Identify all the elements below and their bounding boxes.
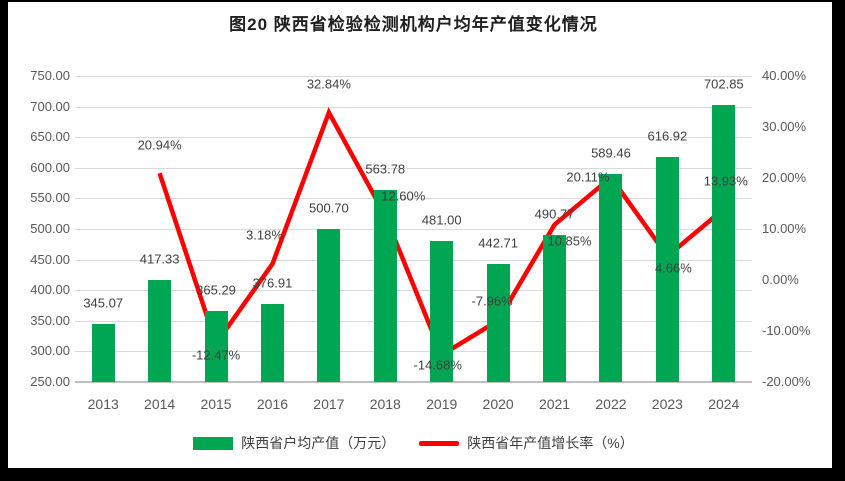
bar-value-label: 345.07 (83, 295, 124, 311)
x-axis-year-label: 2014 (144, 396, 176, 412)
x-axis-line (75, 381, 752, 383)
x-axis-year-label: 2021 (538, 396, 571, 412)
growth-rate-line (157, 107, 726, 359)
bar-value-label: 589.46 (591, 145, 631, 161)
bar-value-label: 490.77 (534, 206, 575, 222)
legend-line-swatch-icon (419, 440, 460, 446)
left-axis-tick: 350.00 (30, 312, 70, 328)
bar-value-label: 442.71 (478, 235, 519, 251)
x-axis-year-label: 2019 (426, 396, 458, 412)
x-axis-year-label: 2023 (651, 396, 683, 412)
right-axis-tick: 30.00% (762, 119, 807, 134)
bar-value-label: 417.33 (139, 251, 180, 267)
bar (655, 157, 679, 382)
gridline (75, 259, 752, 261)
gridline (75, 137, 752, 139)
line-value-label: 10.85% (547, 233, 592, 249)
gridline (75, 198, 752, 200)
left-axis-tick: 750.00 (30, 68, 70, 83)
right-axis-tick: -10.00% (762, 323, 811, 338)
line-value-label: 4.66% (654, 260, 692, 276)
bar-value-label: 563.78 (365, 161, 406, 177)
gridline (75, 76, 752, 77)
x-axis-year-label: 2020 (482, 396, 514, 412)
left-axis-tick: 450.00 (30, 251, 70, 267)
bar (204, 311, 228, 382)
x-axis-year-label: 2015 (200, 396, 232, 412)
left-axis-tick: 700.00 (30, 98, 70, 114)
bar (317, 228, 341, 382)
right-axis-tick: -20.00% (762, 374, 811, 389)
line-value-label: 12.60% (381, 188, 426, 204)
left-axis-tick: 250.00 (30, 374, 70, 389)
line-value-label: 3.18% (246, 227, 283, 243)
line-value-label: 20.11% (566, 169, 610, 185)
x-axis-year-label: 2017 (313, 396, 345, 412)
bar (543, 234, 567, 382)
bar-value-label: 616.92 (647, 128, 688, 144)
line-value-label: 32.84% (306, 76, 351, 92)
line-value-label: -7.96% (471, 293, 513, 309)
left-axis-tick: 550.00 (30, 190, 70, 206)
bar (91, 323, 115, 382)
bar (599, 174, 623, 382)
bar (373, 189, 397, 382)
line-value-label: -12.47% (191, 347, 241, 363)
chart-canvas: 图20 陕西省检验检测机构户均年产值变化情况 345.07 417.33 365.2… (8, 2, 832, 468)
right-axis-tick: 40.00% (762, 68, 807, 83)
bar (430, 240, 454, 382)
bar-value-label: 702.85 (703, 76, 744, 92)
right-axis-tick: 10.00% (762, 221, 807, 236)
legend-line-label: 陕西省年产值增长率（%） (467, 435, 634, 451)
left-axis-tick: 300.00 (30, 343, 70, 359)
x-axis-year-label: 2013 (87, 396, 119, 412)
left-axis-tick: 650.00 (30, 129, 70, 145)
legend-bar-swatch-icon (193, 436, 234, 450)
bar (260, 304, 284, 382)
bar (712, 104, 736, 382)
line-value-label: 13.93% (703, 173, 748, 189)
gridline (75, 351, 752, 353)
left-axis-tick: 500.00 (30, 221, 70, 236)
plot-area: 345.07 417.33 365.29 376.91 500.70 563.78 481.… (75, 76, 752, 383)
bar-value-label: 500.70 (308, 200, 349, 216)
left-axis-tick: 400.00 (30, 282, 70, 298)
bar-value-label: 365.29 (196, 282, 236, 298)
chart-title: 图20 陕西省检验检测机构户均年产值变化情况 (229, 15, 598, 34)
right-axis-tick: 0.00% (762, 272, 799, 287)
x-axis-year-label: 2018 (369, 396, 401, 412)
gridline (75, 320, 752, 322)
line-value-label: -14.68% (413, 357, 462, 373)
legend-bar-label: 陕西省户均产值（万元） (241, 435, 396, 451)
legend: 陕西省户均产值（万元） 陕西省年产值增长率（%） (75, 432, 752, 454)
gridline (75, 106, 752, 108)
bar (486, 264, 510, 382)
x-axis-year-label: 2024 (708, 396, 740, 412)
gridline (75, 229, 752, 230)
right-axis-tick: 20.00% (762, 170, 807, 185)
bar-value-label: 376.91 (252, 275, 293, 291)
bar-value-label: 481.00 (421, 212, 462, 228)
gridline (75, 167, 752, 169)
bar (148, 279, 172, 382)
x-axis-year-label: 2022 (595, 396, 627, 412)
x-axis-year-label: 2016 (256, 396, 289, 412)
left-axis-tick: 600.00 (30, 159, 70, 175)
line-value-label: 20.94% (137, 137, 182, 153)
